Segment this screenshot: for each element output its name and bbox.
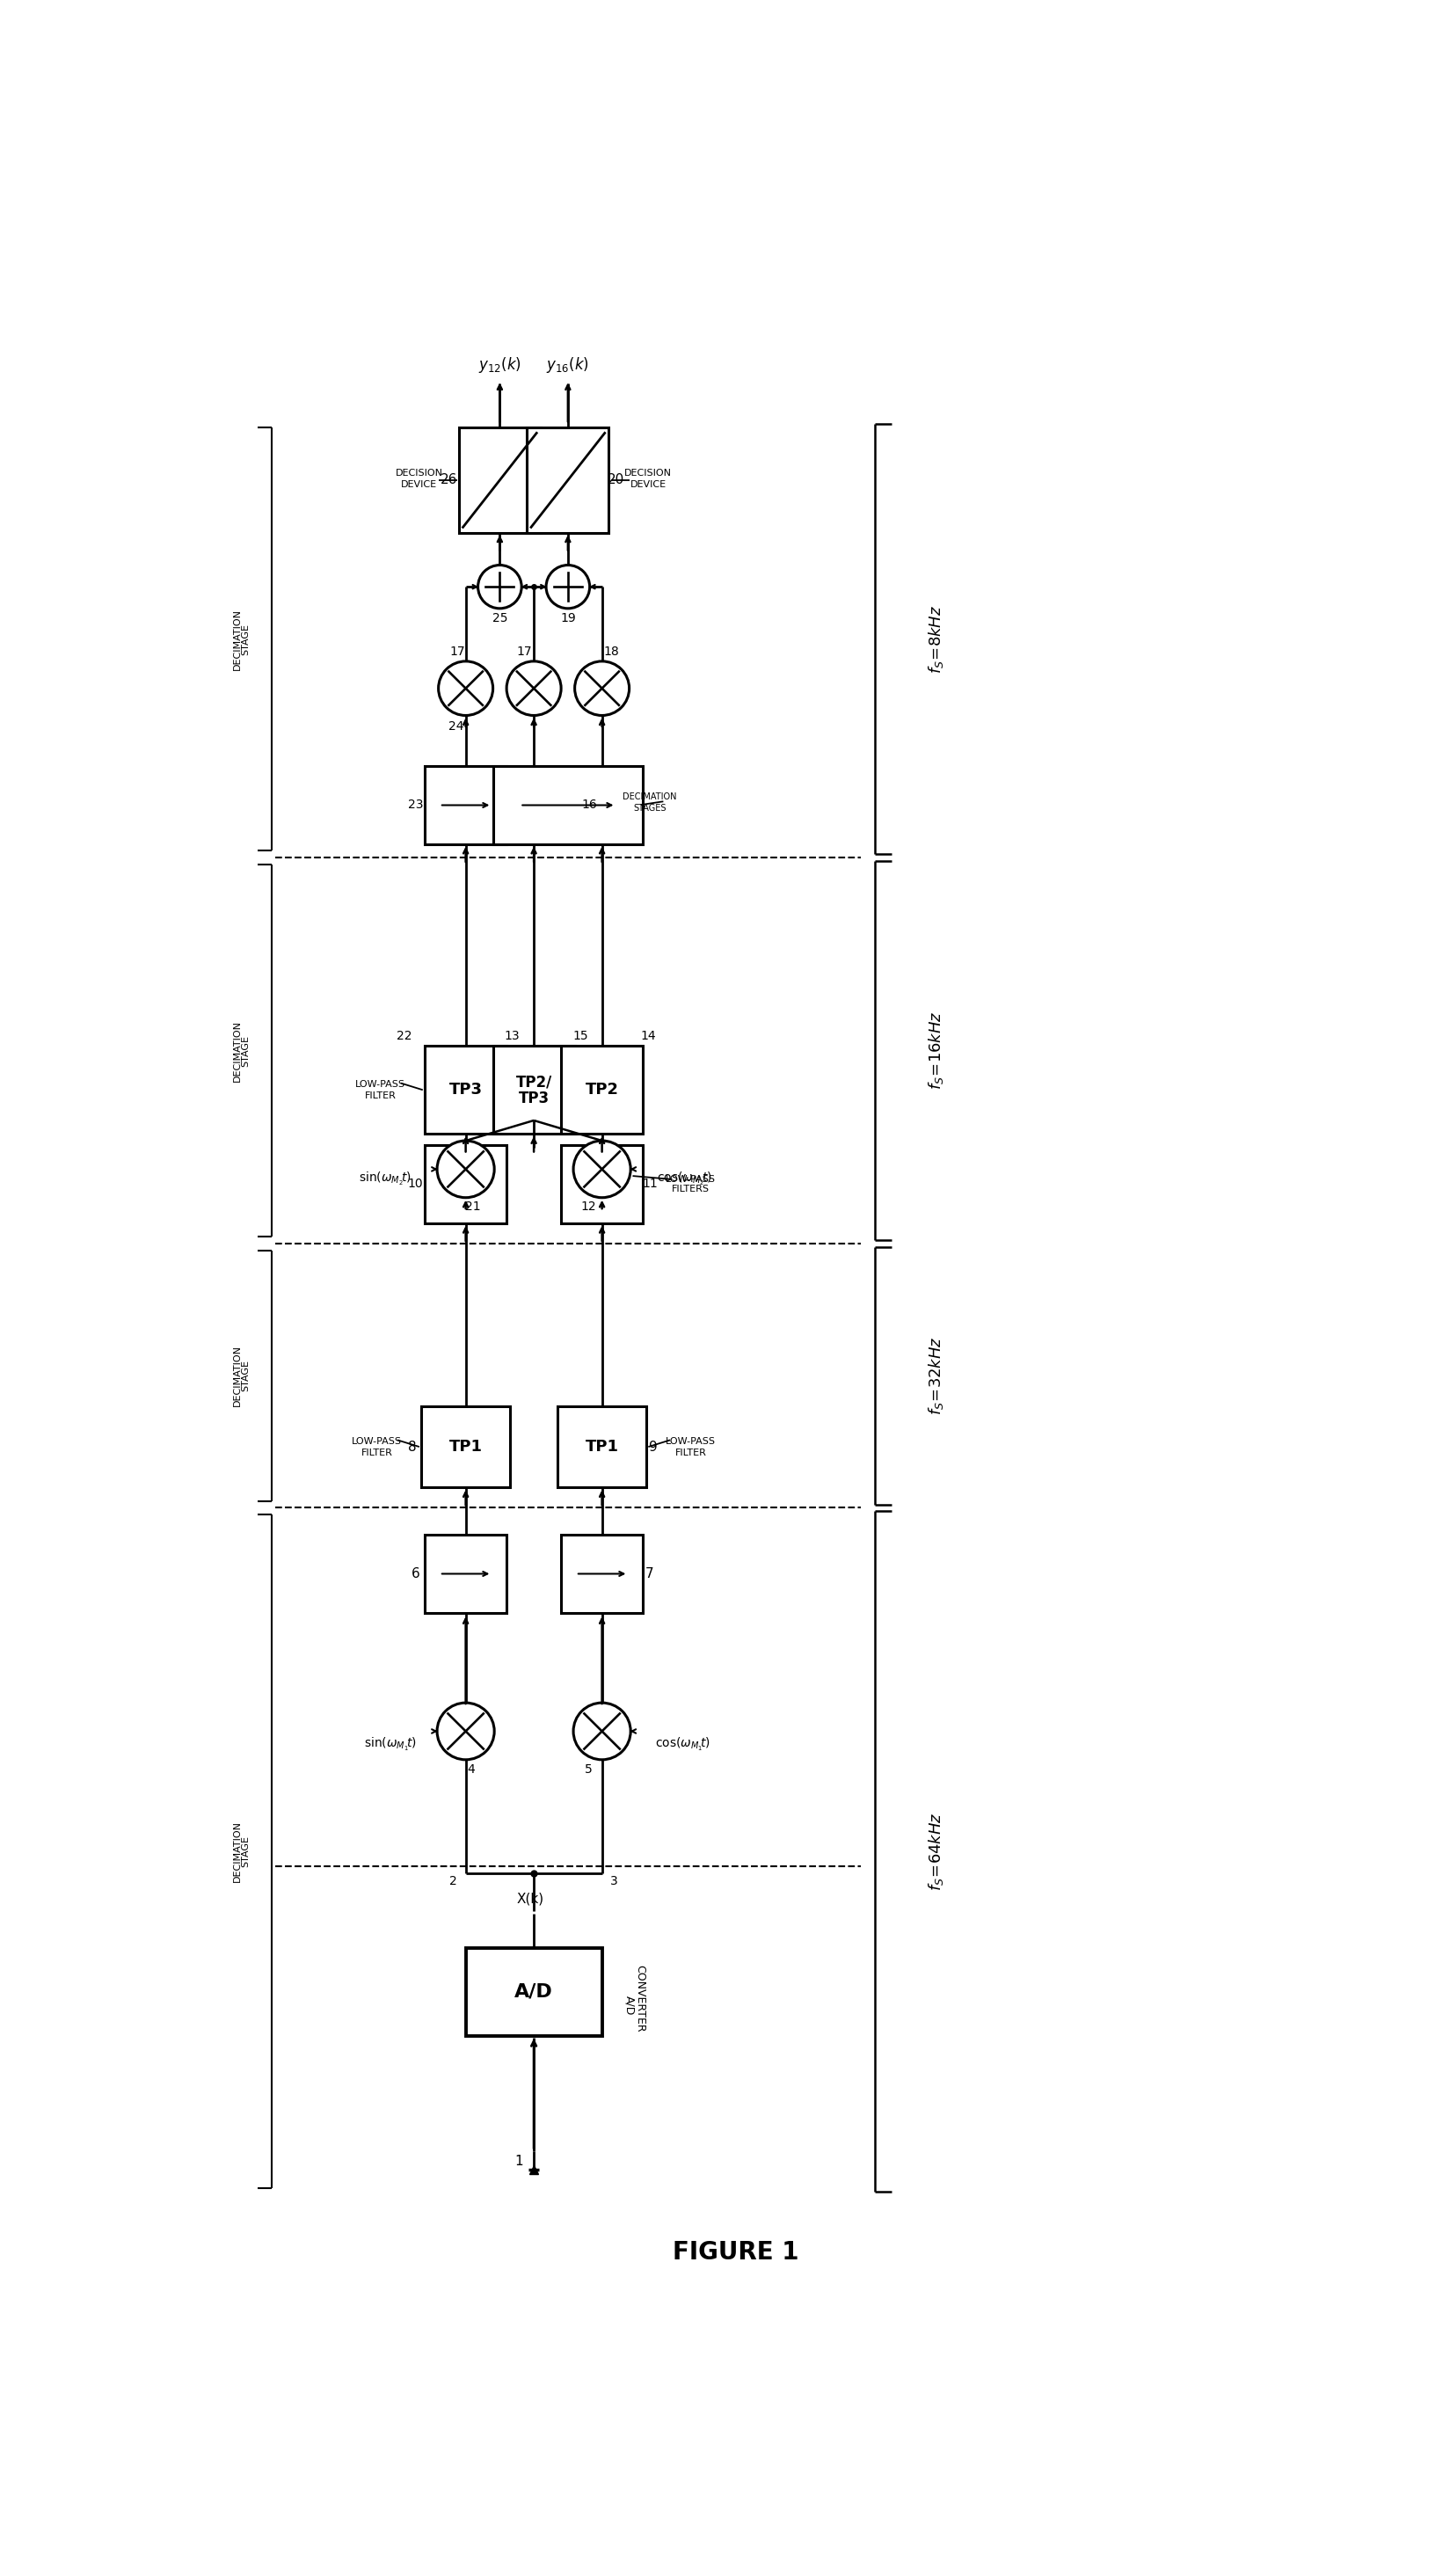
Text: DECIMATION: DECIMATION — [232, 1821, 241, 1883]
Text: $\cos(\omega_{M_1}\!t)$: $\cos(\omega_{M_1}\!t)$ — [654, 1736, 710, 1754]
Text: 20: 20 — [607, 474, 624, 487]
Text: TP2: TP2 — [585, 1082, 618, 1097]
Text: STAGE: STAGE — [241, 1837, 250, 1868]
Text: $\sin(\omega_{M_1}\!t)$: $\sin(\omega_{M_1}\!t)$ — [364, 1736, 416, 1754]
Text: 6: 6 — [410, 1566, 419, 1579]
Circle shape — [478, 564, 521, 608]
Text: FIGURE 1: FIGURE 1 — [672, 2241, 798, 2264]
Text: 17: 17 — [517, 647, 532, 657]
Text: X(k): X(k) — [517, 1891, 544, 1906]
Text: A/D: A/D — [623, 1996, 634, 2014]
Bar — [527, 428, 608, 533]
Text: 19: 19 — [560, 611, 575, 623]
Bar — [492, 765, 643, 845]
Text: $\sin(\omega_{M_2}\!t)$: $\sin(\omega_{M_2}\!t)$ — [359, 1172, 410, 1188]
Text: 22: 22 — [396, 1030, 412, 1043]
Text: 16: 16 — [581, 799, 597, 811]
Text: STAGE: STAGE — [241, 623, 250, 654]
Text: 17: 17 — [449, 647, 465, 657]
Text: 1: 1 — [514, 2154, 522, 2169]
Text: 26: 26 — [441, 474, 458, 487]
Text: TP1: TP1 — [449, 1440, 482, 1455]
Text: 15: 15 — [573, 1030, 587, 1043]
Bar — [459, 428, 541, 533]
Text: $f_S\!=\!64kHz$: $f_S\!=\!64kHz$ — [926, 1811, 944, 1891]
Text: 21: 21 — [465, 1200, 479, 1213]
Text: DECIMATION: DECIMATION — [232, 1345, 241, 1406]
Bar — [492, 1046, 574, 1133]
Text: 3: 3 — [610, 1875, 617, 1888]
Text: $y_{12}(k)$: $y_{12}(k)$ — [478, 355, 521, 376]
Circle shape — [507, 662, 561, 716]
Text: STAGE: STAGE — [241, 1036, 250, 1066]
Text: DECIMATION: DECIMATION — [232, 608, 241, 670]
Text: 18: 18 — [603, 647, 618, 657]
Bar — [557, 1406, 646, 1486]
Text: DEVICE: DEVICE — [630, 479, 666, 489]
Text: $f_S\!=\!8kHz$: $f_S\!=\!8kHz$ — [926, 605, 944, 675]
Text: 25: 25 — [492, 611, 507, 623]
Circle shape — [573, 1703, 630, 1759]
Bar — [425, 1535, 507, 1613]
Text: $\cos(\omega_{M_2}\!t)$: $\cos(\omega_{M_2}\!t)$ — [656, 1172, 712, 1188]
Text: 7: 7 — [646, 1566, 653, 1579]
Bar — [561, 1146, 643, 1224]
Text: 4: 4 — [466, 1762, 475, 1775]
Text: 12: 12 — [580, 1200, 596, 1213]
Text: CONVERTER: CONVERTER — [634, 1965, 646, 2032]
Text: 14: 14 — [640, 1030, 656, 1043]
Circle shape — [573, 1141, 630, 1198]
Bar — [561, 1046, 643, 1133]
Text: STAGE: STAGE — [241, 1360, 250, 1391]
Text: DECISION: DECISION — [396, 469, 443, 477]
Text: DECIMATION: DECIMATION — [623, 793, 676, 801]
Circle shape — [436, 1141, 494, 1198]
Text: 11: 11 — [641, 1177, 657, 1190]
Text: A/D: A/D — [514, 1984, 552, 2002]
Circle shape — [574, 662, 629, 716]
Bar — [465, 1947, 601, 2035]
Circle shape — [436, 1703, 494, 1759]
Text: 23: 23 — [408, 799, 423, 811]
Text: TP2/: TP2/ — [515, 1074, 551, 1090]
Text: LOW-PASS: LOW-PASS — [356, 1079, 405, 1090]
Text: DECIMATION: DECIMATION — [232, 1020, 241, 1082]
Text: DECISION: DECISION — [624, 469, 672, 477]
Text: LOW-PASS: LOW-PASS — [664, 1175, 715, 1185]
Text: 2: 2 — [449, 1875, 456, 1888]
Text: 10: 10 — [408, 1177, 423, 1190]
Text: FILTER: FILTER — [364, 1092, 396, 1100]
Circle shape — [545, 564, 590, 608]
Text: 24: 24 — [448, 721, 464, 732]
Text: 9: 9 — [649, 1440, 657, 1453]
Bar — [425, 765, 507, 845]
Bar — [425, 1146, 507, 1224]
Bar — [561, 1535, 643, 1613]
Text: 5: 5 — [584, 1762, 591, 1775]
Text: TP1: TP1 — [585, 1440, 618, 1455]
Text: FILTERS: FILTERS — [672, 1185, 709, 1193]
Text: $f_S\!=\!32kHz$: $f_S\!=\!32kHz$ — [926, 1337, 944, 1414]
Circle shape — [438, 662, 492, 716]
Text: DEVICE: DEVICE — [400, 479, 438, 489]
Text: 8: 8 — [408, 1440, 416, 1453]
Text: LOW-PASS: LOW-PASS — [664, 1437, 715, 1445]
Bar — [425, 1046, 507, 1133]
Text: FILTER: FILTER — [362, 1448, 393, 1458]
Text: $y_{16}(k)$: $y_{16}(k)$ — [547, 355, 588, 376]
Text: TP3: TP3 — [449, 1082, 482, 1097]
Text: LOW-PASS: LOW-PASS — [352, 1437, 402, 1445]
Text: TP3: TP3 — [518, 1090, 550, 1105]
Text: STAGES: STAGES — [633, 804, 666, 811]
Bar — [420, 1406, 509, 1486]
Text: $f_S\!=\!16kHz$: $f_S\!=\!16kHz$ — [926, 1012, 944, 1090]
Text: FILTER: FILTER — [674, 1448, 706, 1458]
Text: 13: 13 — [504, 1030, 519, 1043]
